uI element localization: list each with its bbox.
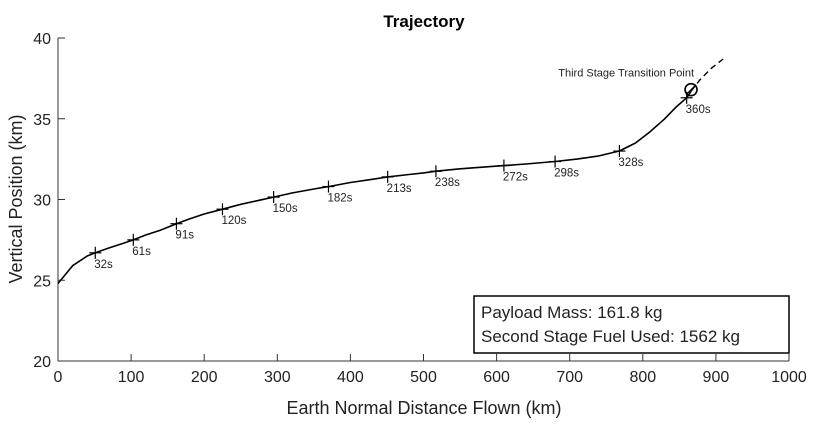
time-marker: 150s [267,191,298,215]
x-axis-label: Earth Normal Distance Flown (km) [286,398,561,418]
time-marker-label: 150s [273,203,298,215]
x-tick-label: 900 [703,369,730,386]
time-markers: 32s 61s 91s 120s 150s 182s 213s 238s 272s 298s 328… [89,91,711,271]
x-tick-label: 300 [264,369,291,386]
transition-point-slash [685,84,697,96]
time-marker: 298s [549,155,579,180]
tick-marks: 0 100 200 300 400 500 600 700 800 900 1000 20 25 30 35… [33,31,807,386]
time-marker-label: 360s [686,104,711,116]
y-tick-label: 35 [33,112,51,129]
time-marker: 272s [497,159,528,184]
x-tick-label: 100 [118,369,145,386]
y-tick-label: 40 [33,31,51,48]
time-marker: 213s [381,170,412,195]
time-marker: 91s [170,217,194,242]
time-marker-label: 32s [94,259,113,271]
info-box-frame [473,295,790,354]
time-marker: 120s [216,203,247,227]
time-marker: 32s [89,246,113,271]
x-tick-label: 1000 [771,369,807,386]
x-tick-label: 200 [191,369,218,386]
fuel-used-text: Second Stage Fuel Used: 1562 kg [481,327,740,346]
time-marker-label: 238s [435,177,460,189]
time-marker: 182s [322,180,353,205]
y-axis-label: Vertical Position (km) [6,114,26,283]
time-marker-label: 91s [175,230,194,242]
x-tick-label: 700 [556,369,583,386]
x-tick-label: 500 [410,369,437,386]
x-tick-label: 400 [337,369,364,386]
x-tick-label: 800 [629,369,656,386]
payload-mass-text: Payload Mass: 161.8 kg [481,303,662,322]
series-layer [57,58,724,285]
time-marker-label: 120s [221,215,246,227]
time-marker: 360s [680,91,711,116]
y-tick-label: 30 [33,193,51,210]
x-tick-label: 0 [54,369,63,386]
time-marker: 328s [613,145,644,169]
time-marker: 238s [429,165,460,189]
time-marker-label: 182s [327,193,352,205]
trajectory-extension-line [690,58,724,92]
trajectory-line [57,90,692,285]
y-tick-label: 20 [33,354,51,371]
x-tick-label: 600 [483,369,510,386]
transition-point-marker [684,82,698,97]
time-marker-label: 213s [387,183,412,195]
time-marker-label: 61s [132,246,151,258]
time-marker-label: 298s [554,168,579,180]
time-marker-label: 272s [503,172,528,184]
time-marker-label: 328s [618,157,643,169]
info-box: Payload Mass: 161.8 kg Second Stage Fuel… [473,295,790,354]
y-tick-label: 25 [33,273,51,290]
time-marker: 61s [127,233,151,258]
transition-point-label: Third Stage Transition Point [558,68,694,80]
chart-title: Trajectory [383,12,465,31]
